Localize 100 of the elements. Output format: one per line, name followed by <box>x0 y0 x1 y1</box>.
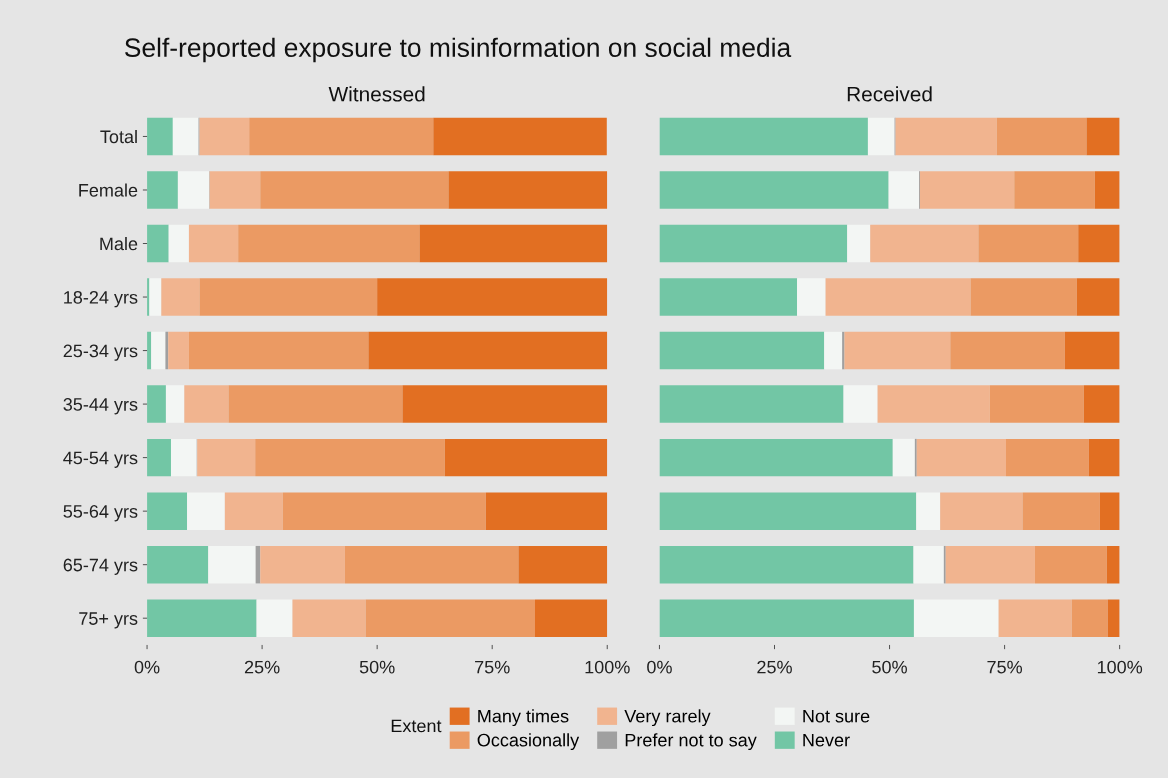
bar <box>1088 438 1120 477</box>
bar <box>184 385 229 423</box>
bar <box>797 278 826 316</box>
bar <box>1064 331 1120 370</box>
y-tick-label: Female <box>79 183 138 197</box>
bar <box>256 599 293 637</box>
x-tick-label: 100% <box>585 660 630 674</box>
bar <box>149 278 162 316</box>
bar <box>1014 171 1095 209</box>
bar <box>1034 545 1107 584</box>
bar <box>892 438 915 477</box>
bar <box>170 438 197 477</box>
y-tick-label: 55-64 yrs <box>63 505 138 522</box>
bar <box>165 385 185 423</box>
bar <box>659 545 914 584</box>
bar <box>518 545 608 584</box>
bar <box>365 599 535 637</box>
bar <box>419 224 608 263</box>
bar <box>1078 224 1120 263</box>
bar <box>1083 385 1120 423</box>
legend-label: Many times <box>478 709 569 727</box>
bar <box>659 438 893 477</box>
x-tick-label: 75% <box>987 660 1023 674</box>
bar <box>998 599 1072 637</box>
bar <box>208 545 256 584</box>
bar <box>996 117 1087 156</box>
bar <box>282 492 486 530</box>
bar <box>199 117 250 156</box>
y-tick-label: 25-34 yrs <box>63 344 138 361</box>
bar <box>188 331 369 370</box>
bar <box>1076 278 1120 316</box>
bar <box>659 171 889 209</box>
bar <box>147 599 257 637</box>
bar <box>659 492 917 530</box>
bar <box>913 545 944 584</box>
bar <box>659 278 798 316</box>
bar <box>659 599 914 637</box>
y-tick-label: 45-54 yrs <box>63 451 138 468</box>
bar <box>147 385 166 423</box>
bar <box>888 171 919 209</box>
bar <box>147 545 209 584</box>
bar <box>1107 599 1120 637</box>
x-tick-label: 50% <box>872 660 907 674</box>
bar <box>1022 492 1100 530</box>
bar <box>292 599 366 637</box>
bar <box>177 171 210 209</box>
bar <box>945 545 1035 584</box>
chart-title: Self-reported exposure to misinformation on social media <box>125 37 792 63</box>
bar <box>895 117 997 156</box>
bar <box>1071 599 1108 637</box>
y-tick-label: 35-44 yrs <box>63 398 138 415</box>
x-tick-label: 75% <box>475 660 510 674</box>
bar <box>1099 492 1120 530</box>
y-tick-label: 75+ yrs <box>79 612 138 629</box>
bar <box>843 385 878 423</box>
x-tick-label: 0% <box>647 660 672 674</box>
x-tick-label: 25% <box>244 660 280 674</box>
bar <box>847 224 871 263</box>
legend-label: Prefer not to say <box>625 733 757 751</box>
bar <box>825 278 971 316</box>
legend-label: Never <box>803 733 850 747</box>
bar <box>970 278 1077 316</box>
bar <box>199 278 378 316</box>
bar <box>151 331 166 370</box>
bar <box>1086 117 1120 156</box>
bar <box>168 224 189 263</box>
bar <box>402 385 608 423</box>
bar <box>168 331 189 370</box>
bar <box>377 278 608 316</box>
bar <box>255 438 445 477</box>
y-tick-label: Male <box>100 236 138 251</box>
bar <box>940 492 1023 530</box>
bar <box>224 492 283 530</box>
bar <box>978 224 1079 263</box>
bar <box>147 224 169 263</box>
bar <box>877 385 990 423</box>
bar <box>444 438 608 477</box>
bar <box>172 117 199 156</box>
bar <box>867 117 895 156</box>
bar <box>161 278 200 316</box>
bar <box>659 385 844 423</box>
bar <box>197 438 256 477</box>
bar <box>188 224 239 263</box>
x-tick-label: 25% <box>757 660 792 674</box>
bar <box>228 385 403 423</box>
bar <box>187 492 225 530</box>
x-tick-label: 100% <box>1097 660 1143 674</box>
bar <box>659 331 825 370</box>
bar <box>368 331 608 370</box>
y-tick-label: Total <box>100 129 137 144</box>
bar <box>824 331 843 370</box>
bar <box>1005 438 1089 477</box>
bar <box>260 545 345 584</box>
bar <box>870 224 979 263</box>
bar <box>344 545 519 584</box>
bar <box>433 117 607 156</box>
bar <box>165 331 169 370</box>
bar <box>844 331 951 370</box>
bar <box>913 599 999 637</box>
bar <box>534 599 608 637</box>
